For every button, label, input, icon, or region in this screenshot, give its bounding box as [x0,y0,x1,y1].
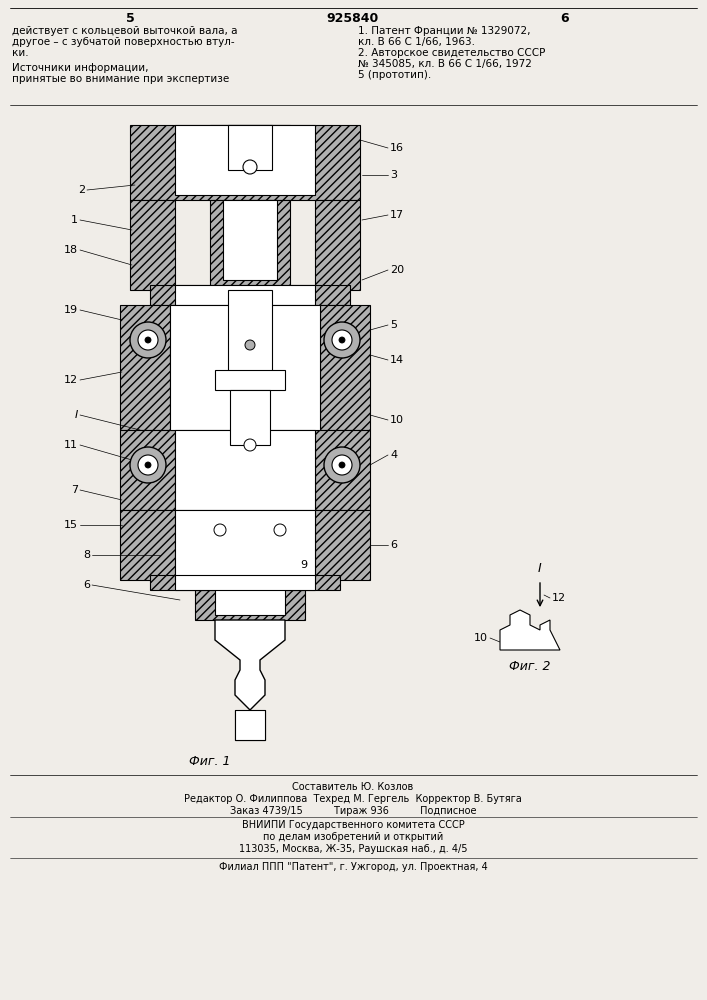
Text: принятые во внимание при экспертизе: принятые во внимание при экспертизе [12,74,229,84]
Polygon shape [500,610,560,650]
Polygon shape [235,160,265,175]
Text: 1. Патент Франции № 1329072,: 1. Патент Франции № 1329072, [358,26,530,36]
Circle shape [145,462,151,468]
Polygon shape [130,200,175,290]
Text: 5: 5 [126,12,134,25]
Polygon shape [320,305,370,430]
Text: Фиг. 2: Фиг. 2 [509,660,551,673]
Text: 15: 15 [64,520,78,530]
Text: 113035, Москва, Ж-35, Раушская наб., д. 4/5: 113035, Москва, Ж-35, Раушская наб., д. … [239,844,467,854]
Text: Составитель Ю. Козлов: Составитель Ю. Козлов [293,782,414,792]
Circle shape [324,322,360,358]
Text: Источники информации,: Источники информации, [12,63,148,73]
Circle shape [332,455,352,475]
Text: кл. В 66 С 1/66, 1963.: кл. В 66 С 1/66, 1963. [358,37,475,47]
Text: 14: 14 [390,355,404,365]
Polygon shape [170,305,320,430]
Polygon shape [185,370,305,390]
Text: по делам изобретений и открытий: по делам изобретений и открытий [263,832,443,842]
Polygon shape [235,710,265,740]
Polygon shape [228,290,272,375]
Text: 1: 1 [71,215,78,225]
Polygon shape [120,430,175,510]
Circle shape [245,340,255,350]
Text: 10: 10 [390,415,404,425]
Circle shape [243,160,257,174]
Polygon shape [175,510,315,580]
Text: I: I [75,410,78,420]
Circle shape [244,439,256,451]
Polygon shape [223,200,277,280]
Text: № 345085, кл. В 66 С 1/66, 1972: № 345085, кл. В 66 С 1/66, 1972 [358,59,532,69]
Circle shape [274,524,286,536]
Text: другое – с зубчатой поверхностью втул-: другое – с зубчатой поверхностью втул- [12,37,235,47]
Polygon shape [210,125,290,175]
Polygon shape [228,125,272,170]
Text: Фиг. 1: Фиг. 1 [189,755,230,768]
Polygon shape [175,430,315,510]
Circle shape [130,447,166,483]
Text: 6: 6 [390,540,397,550]
Polygon shape [215,290,285,380]
Polygon shape [215,620,285,710]
Polygon shape [175,125,315,195]
Polygon shape [315,430,370,510]
Text: 10: 10 [474,633,488,643]
Text: 5 (прототип).: 5 (прототип). [358,70,431,80]
Text: действует с кольцевой выточкой вала, а: действует с кольцевой выточкой вала, а [12,26,238,36]
Text: 12: 12 [64,375,78,385]
Text: 19: 19 [64,305,78,315]
Circle shape [138,330,158,350]
Circle shape [214,524,226,536]
Text: Филиал ППП "Патент", г. Ужгород, ул. Проектная, 4: Филиал ППП "Патент", г. Ужгород, ул. Про… [218,862,487,872]
Text: 2. Авторское свидетельство СССР: 2. Авторское свидетельство СССР [358,48,545,58]
Polygon shape [150,285,350,305]
Polygon shape [175,285,315,305]
Text: 6: 6 [561,12,569,25]
Text: 11: 11 [64,440,78,450]
Polygon shape [315,510,370,580]
Text: 18: 18 [64,245,78,255]
Circle shape [324,447,360,483]
Polygon shape [210,200,290,285]
Text: 17: 17 [390,210,404,220]
Text: I: I [538,562,542,575]
Polygon shape [150,575,340,590]
Polygon shape [195,580,305,620]
Text: 4: 4 [390,450,397,460]
Polygon shape [230,390,270,445]
Text: 12: 12 [552,593,566,603]
Polygon shape [215,390,285,450]
Text: 9: 9 [300,560,307,570]
Text: ВНИИПИ Государственного комитета СССР: ВНИИПИ Государственного комитета СССР [242,820,464,830]
Text: 3: 3 [390,170,397,180]
Text: 7: 7 [71,485,78,495]
Polygon shape [215,580,285,615]
Polygon shape [315,200,360,290]
Polygon shape [215,370,285,390]
Circle shape [339,462,345,468]
Text: ки.: ки. [12,48,28,58]
Text: 6: 6 [83,580,90,590]
Polygon shape [120,510,175,580]
Polygon shape [120,305,170,430]
Text: 925840: 925840 [327,12,379,25]
Text: 16: 16 [390,143,404,153]
Circle shape [332,330,352,350]
Circle shape [339,337,345,343]
Text: Редактор О. Филиппова  Техред М. Гергель  Корректор В. Бутяга: Редактор О. Филиппова Техред М. Гергель … [184,794,522,804]
Text: 2: 2 [78,185,85,195]
Text: 5: 5 [390,320,397,330]
Circle shape [145,337,151,343]
Circle shape [130,322,166,358]
Text: 20: 20 [390,265,404,275]
Polygon shape [130,125,360,200]
Polygon shape [175,575,315,590]
Text: Заказ 4739/15          Тираж 936          Подписное: Заказ 4739/15 Тираж 936 Подписное [230,806,477,816]
Text: 8: 8 [83,550,90,560]
Circle shape [138,455,158,475]
